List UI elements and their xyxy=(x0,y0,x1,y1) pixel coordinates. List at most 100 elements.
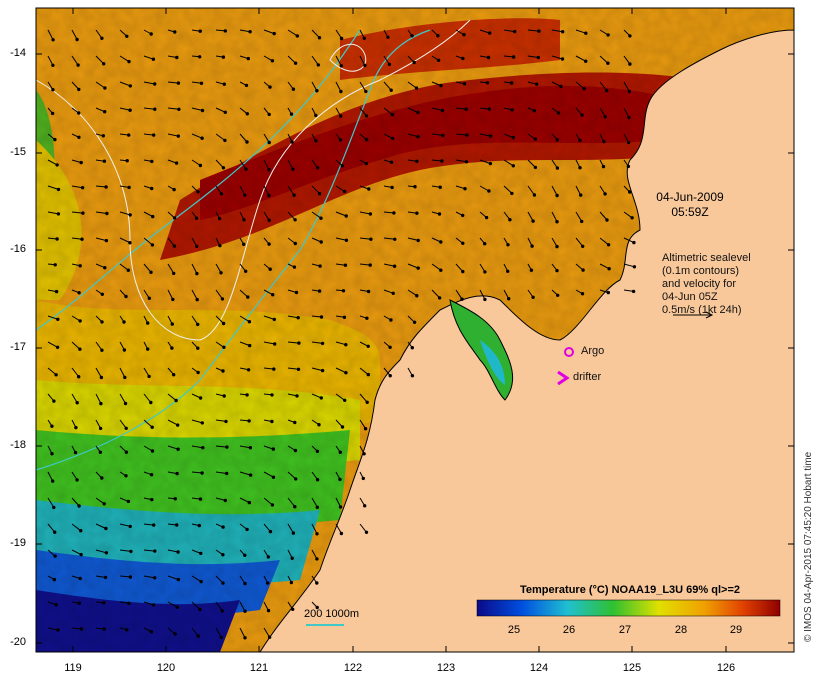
velocity-arrow xyxy=(239,315,250,323)
velocity-arrow xyxy=(71,211,83,214)
velocity-arrow-head xyxy=(606,290,610,295)
velocity-arrow xyxy=(479,289,486,300)
velocity-arrow xyxy=(479,133,491,137)
velocity-arrow-head xyxy=(176,81,181,85)
velocity-arrow-head xyxy=(602,139,606,144)
lat-tick: -20 xyxy=(10,636,26,648)
velocity-arrow xyxy=(335,55,342,66)
velocity-arrow-head xyxy=(79,552,83,557)
velocity-arrow xyxy=(119,419,127,429)
velocity-arrow-head xyxy=(441,133,445,138)
velocity-arrow-head xyxy=(386,35,390,39)
land-kimberley xyxy=(259,8,794,652)
velocity-arrow xyxy=(47,159,58,166)
velocity-arrow xyxy=(239,627,246,639)
velocity-arrow xyxy=(167,133,179,137)
velocity-arrow-head xyxy=(152,133,156,137)
velocity-arrow xyxy=(143,263,152,273)
lon-tick: 120 xyxy=(156,662,176,674)
title-date: 04-Jun-2009 xyxy=(656,190,724,204)
velocity-arrow xyxy=(527,185,535,196)
velocity-arrow-head xyxy=(175,523,179,527)
velocity-arrow xyxy=(383,263,395,267)
velocity-arrow-head xyxy=(343,263,348,267)
velocity-arrow-head xyxy=(243,609,247,613)
velocity-arrow xyxy=(119,81,131,87)
velocity-arrow-head xyxy=(222,82,227,86)
velocity-arrow xyxy=(599,81,608,91)
velocity-arrow xyxy=(263,29,275,35)
velocity-arrow-head xyxy=(223,498,228,503)
velocity-arrow xyxy=(311,497,318,508)
velocity-arrow-head xyxy=(149,473,154,477)
velocity-arrow-head xyxy=(73,450,78,455)
velocity-arrow-head xyxy=(200,108,205,113)
velocity-arrow xyxy=(431,289,440,299)
velocity-arrow-head xyxy=(102,502,106,506)
velocity-arrow-head xyxy=(436,58,441,62)
velocity-arrow-head xyxy=(465,133,469,137)
velocity-arrow xyxy=(311,341,323,344)
velocity-arrow-head xyxy=(147,374,151,379)
velocity-arrow-head xyxy=(462,82,467,86)
velocity-arrow xyxy=(143,549,155,552)
velocity-arrow-head xyxy=(580,292,585,296)
velocity-arrow-head xyxy=(271,447,275,451)
velocity-arrow-head xyxy=(486,55,491,60)
velocity-arrow-head xyxy=(247,500,252,505)
velocity-arrow-head xyxy=(170,322,175,326)
velocity-arrow-head xyxy=(410,374,415,378)
velocity-arrow-head xyxy=(273,342,277,346)
velocity-arrow xyxy=(623,107,630,118)
velocity-arrow-head xyxy=(104,551,109,555)
velocity-arrow xyxy=(287,471,297,480)
velocity-arrow-head xyxy=(174,161,179,165)
velocity-arrow-head xyxy=(483,297,487,302)
velocity-arrow-head xyxy=(293,448,298,453)
velocity-arrow xyxy=(215,445,227,448)
velocity-arrow xyxy=(455,289,463,300)
velocity-arrow-head xyxy=(55,163,59,167)
velocity-arrow-head xyxy=(339,36,344,41)
velocity-arrow-head xyxy=(219,635,224,640)
velocity-arrow-head xyxy=(246,295,250,299)
velocity-arrow xyxy=(95,549,107,554)
velocity-arrow-head xyxy=(532,193,537,197)
velocity-arrow-head xyxy=(389,160,394,165)
velocity-arrow xyxy=(263,341,275,345)
velocity-arrow-head xyxy=(272,317,276,322)
velocity-arrow xyxy=(239,159,247,170)
velocity-arrow-head xyxy=(607,267,611,271)
velocity-arrow-head xyxy=(153,549,157,553)
velocity-arrow-head xyxy=(243,553,247,557)
lat-tick: -19 xyxy=(10,537,26,549)
velocity-arrow-head xyxy=(606,33,610,37)
king-sound-cyan xyxy=(480,340,505,385)
velocity-arrow-head xyxy=(74,425,78,430)
isobath-1000m xyxy=(35,29,361,331)
velocity-arrow-head xyxy=(244,167,248,171)
velocity-arrow xyxy=(335,367,347,374)
velocity-arrow xyxy=(239,341,250,347)
velocity-arrow-head xyxy=(102,159,107,163)
velocity-arrow-head xyxy=(628,34,632,38)
sealevel-contours xyxy=(35,19,471,341)
velocity-arrow-head xyxy=(555,193,559,198)
velocity-arrow-head xyxy=(104,526,108,531)
velocity-arrow-head xyxy=(365,316,369,320)
velocity-arrow-head xyxy=(319,216,323,220)
velocity-arrow xyxy=(575,185,582,196)
velocity-arrow-head xyxy=(487,107,491,111)
velocity-arrow-head xyxy=(77,601,82,605)
velocity-arrow xyxy=(215,133,226,141)
velocity-arrow-head xyxy=(102,601,106,605)
velocity-arrow-head xyxy=(290,556,294,560)
velocity-arrow-head xyxy=(320,368,325,373)
velocity-arrow xyxy=(287,523,294,534)
velocity-arrow xyxy=(287,211,296,221)
velocity-arrow xyxy=(191,445,203,449)
velocity-arrow-head xyxy=(339,89,343,94)
velocity-arrow-head xyxy=(344,371,348,375)
velocity-arrow-head xyxy=(171,297,175,302)
velocity-arrow-head xyxy=(410,346,414,350)
